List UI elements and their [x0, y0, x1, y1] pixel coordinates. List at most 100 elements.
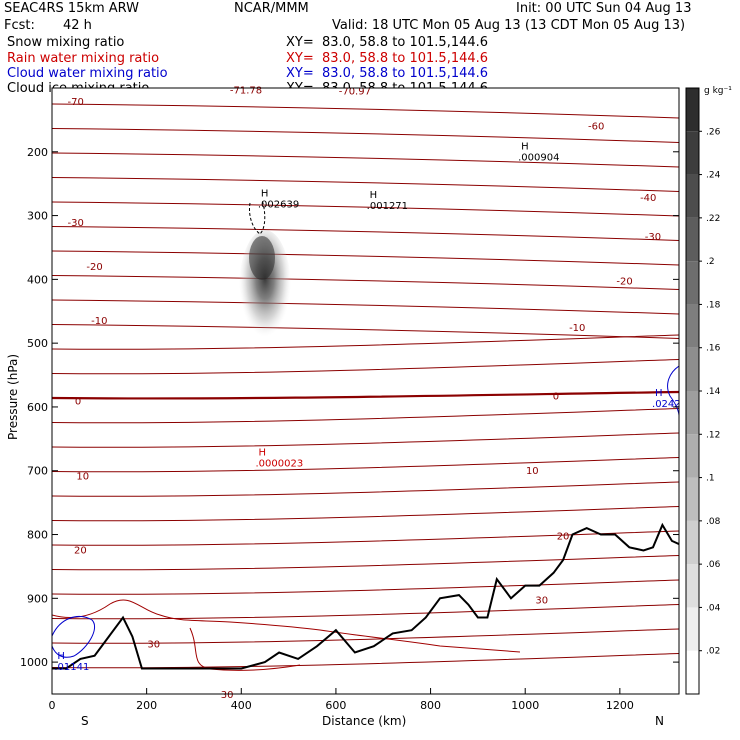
- y-tick-label: 1000: [20, 656, 48, 669]
- snow-core: [249, 236, 275, 280]
- model-title: SEAC4RS 15km ARW: [4, 1, 140, 16]
- y-tick-label: 800: [27, 529, 48, 542]
- max-marker: H: [57, 651, 65, 662]
- isotherm-label: 10: [526, 466, 539, 477]
- forecast-hours: 42 h: [63, 18, 92, 33]
- field-name-cloud-water: Cloud water mixing ratio: [7, 66, 168, 81]
- y-tick-label: 900: [27, 592, 48, 605]
- colorbar-swatch: [686, 88, 699, 132]
- x-tick-label: 800: [420, 699, 441, 712]
- x-tick-label: 1200: [606, 699, 634, 712]
- colorbar-swatch: [686, 607, 699, 651]
- isotherm-label: 30: [147, 639, 160, 650]
- isotherm-line: [52, 226, 679, 241]
- max-value-label: .000904: [518, 153, 559, 164]
- isotherm-label: -30: [645, 232, 661, 243]
- isotherm-label: -10: [91, 316, 107, 327]
- isotherm-label: -20: [616, 276, 632, 287]
- colorbar-unit: g kg⁻¹: [704, 86, 732, 96]
- max-marker: H: [261, 188, 269, 199]
- isotherm-line: [52, 408, 679, 424]
- rain-contour: [52, 599, 521, 653]
- x-tick-label: 400: [231, 699, 252, 712]
- plot-frame: [51, 87, 680, 695]
- colorbar: .02 .04 .06 .08 .1 .12 .14 .16 .18 .2 .22 .24 .26: [685, 87, 721, 695]
- colorbar-tick-label: .04: [706, 603, 721, 613]
- colorbar-tick-label: .12: [706, 430, 720, 440]
- y-tick-label: 700: [27, 465, 48, 478]
- isotherm-line: [52, 103, 679, 119]
- field-xy-cloud-water: XY= 83.0, 58.8 to 101.5,144.6: [286, 66, 489, 81]
- init-time: Init: 00 UTC Sun 04 Aug 13: [516, 1, 692, 16]
- max-marker: H: [258, 447, 266, 458]
- field-name-rain: Rain water mixing ratio: [7, 51, 160, 66]
- isotherm-line: [52, 530, 679, 546]
- isotherm-label: 0: [553, 391, 559, 402]
- center-name: NCAR/MMM: [234, 1, 309, 16]
- colorbar-swatch: [686, 174, 699, 218]
- isotherm-label: 20: [557, 532, 570, 543]
- isotherm-label: 10: [76, 472, 89, 483]
- plot-area: [52, 88, 679, 694]
- max-value-label: .0000023: [255, 458, 303, 469]
- isotherm-label: -70.97: [339, 86, 371, 97]
- colorbar-tick-label: .02: [706, 647, 720, 657]
- colorbar-tick-label: .08: [706, 517, 721, 527]
- y-tick-label: 500: [27, 337, 48, 350]
- colorbar-swatch: [686, 650, 699, 694]
- isotherm-lines: [52, 103, 679, 669]
- isotherm-line: [52, 628, 679, 644]
- isotherm-line: [52, 177, 679, 192]
- cloud-ice-contour: [249, 199, 266, 235]
- colorbar-tick-label: .2: [706, 257, 715, 267]
- isotherm-label: 30: [221, 690, 234, 701]
- max-value-label: .01141: [54, 662, 89, 673]
- y-tick-label: 200: [27, 146, 48, 159]
- isotherm-line: [52, 299, 679, 315]
- field-xy-snow: XY= 83.0, 58.8 to 101.5,144.6: [286, 35, 489, 50]
- colorbar-tick-label: .16: [706, 344, 721, 354]
- north-label: N: [655, 714, 664, 728]
- field-name-snow: Snow mixing ratio: [7, 35, 125, 50]
- colorbar-tick-label: .06: [706, 560, 721, 570]
- isotherm-line: [52, 555, 679, 571]
- field-xy-rain: XY= 83.0, 58.8 to 101.5,144.6: [286, 51, 489, 66]
- colorbar-swatch: [686, 347, 699, 391]
- isotherm-label: -10: [569, 323, 585, 334]
- colorbar-swatch: [686, 217, 699, 262]
- isotherm-label: -70: [67, 97, 83, 108]
- max-value-label: .002639: [258, 199, 299, 210]
- isotherm-label: 0: [75, 396, 81, 407]
- isotherm-line: [52, 359, 679, 375]
- isotherm-line: [52, 604, 679, 620]
- cloud-water-contour-left: [52, 616, 96, 658]
- isotherm-label: -60: [588, 121, 604, 132]
- colorbar-swatch: [686, 564, 699, 608]
- colorbar-swatch: [686, 391, 699, 435]
- isotherm-label: -40: [640, 193, 656, 204]
- isotherm-line: [52, 152, 679, 168]
- colorbar-swatch: [686, 520, 699, 565]
- isotherm-line: [52, 653, 679, 669]
- colorbar-tick-label: .14: [706, 387, 721, 397]
- isotherm-label: 30: [535, 595, 548, 606]
- max-marker: H: [521, 142, 529, 153]
- max-marker: H: [655, 388, 663, 399]
- y-tick-label: 600: [27, 401, 48, 414]
- x-tick-label: 600: [325, 699, 346, 712]
- isotherm-line: [52, 390, 679, 400]
- axes: 0 200 400 600 800 1000 12002003004005006007008…: [20, 146, 679, 712]
- terrain-surface: [52, 522, 679, 670]
- colorbar-swatch: [686, 434, 699, 478]
- isotherm-line: [52, 334, 679, 350]
- colorbar-tick-label: .22: [706, 214, 720, 224]
- isotherm-label: -71.78: [230, 86, 262, 97]
- isotherm-line: [52, 457, 679, 473]
- y-tick-label: 400: [27, 273, 48, 286]
- x-tick-label: 200: [136, 699, 157, 712]
- isotherm-line: [52, 579, 679, 595]
- isotherm-line: [52, 432, 679, 448]
- isotherm-line: [52, 250, 679, 266]
